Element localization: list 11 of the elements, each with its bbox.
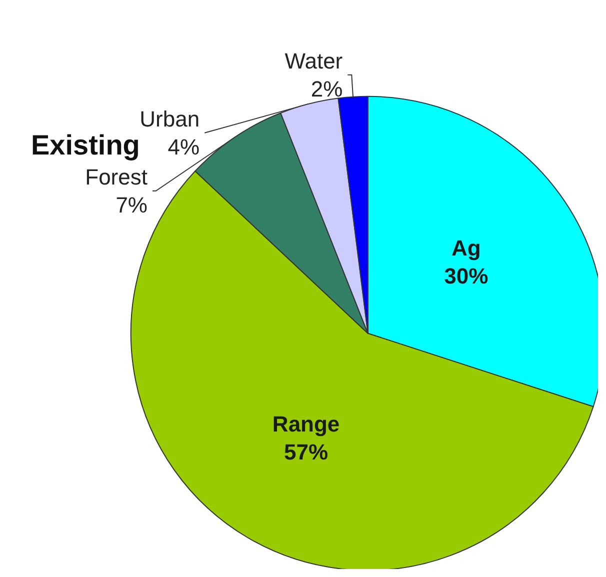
data-label: 4% [168, 134, 200, 160]
data-label: 7% [116, 192, 148, 218]
slice-label: Ag [452, 235, 481, 260]
slice-label: Forest [85, 164, 148, 190]
data-label: 30% [444, 263, 488, 288]
slice-label: Urban [140, 106, 200, 132]
slice-label: Range [272, 411, 340, 436]
data-label: 2% [310, 76, 343, 102]
text: Existing [31, 130, 140, 160]
data-label: 57% [284, 439, 328, 464]
slice-label: Water [284, 48, 343, 74]
